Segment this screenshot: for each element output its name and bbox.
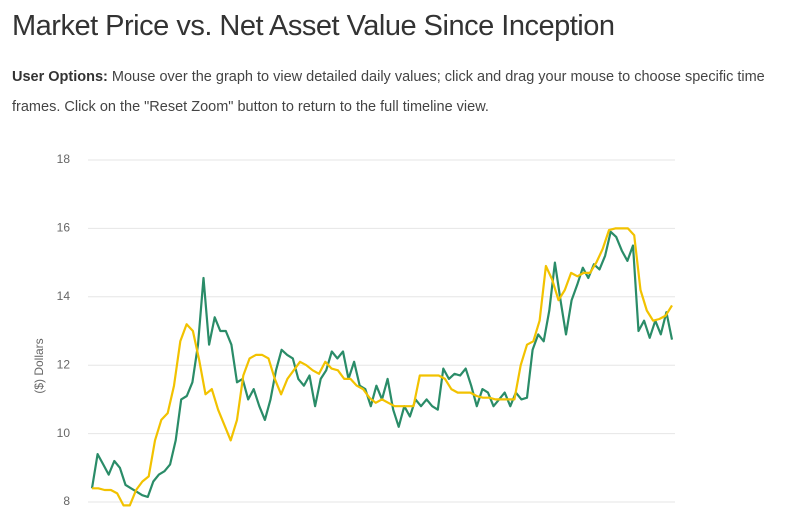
data-line [92,227,673,507]
y-tick-label: 18 [57,152,71,166]
y-tick-label: 12 [57,357,71,371]
y-tick-label: 8 [63,494,70,508]
data-line [90,230,674,498]
y-tick-label: 10 [57,426,71,440]
y-axis-label: ($) Dollars [32,338,46,393]
instructions: User Options: Mouse over the graph to vi… [12,62,792,122]
chart-title: Market Price vs. Net Asset Value Since I… [12,10,615,42]
instructions-label: User Options: [12,69,108,85]
instructions-text: Mouse over the graph to view detailed da… [12,69,765,115]
y-tick-label: 14 [57,289,71,303]
y-tick-label: 16 [57,221,71,235]
